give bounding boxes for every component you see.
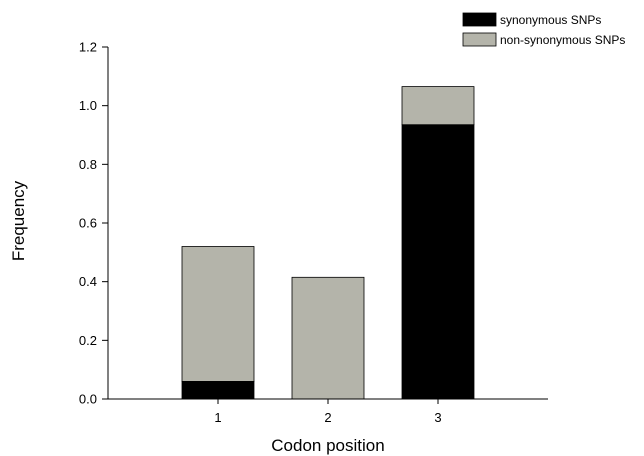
legend: synonymous SNPs non-synonymous SNPs — [462, 12, 625, 47]
bar-synonymous-pos-1 — [181, 380, 255, 400]
y-tick-label: 0.6 — [79, 216, 97, 231]
bar-synonymous-pos-3 — [401, 124, 475, 400]
y-tick-label: 1.2 — [79, 40, 97, 55]
bar-non-synonymous-pos-3 — [401, 86, 475, 126]
y-tick-label: 1.0 — [79, 98, 97, 113]
y-tick-label: 0.2 — [79, 333, 97, 348]
x-tick-label: 2 — [324, 410, 331, 425]
bar-non-synonymous-pos-2 — [291, 276, 365, 400]
bar-non-synonymous-pos-1 — [181, 246, 255, 382]
legend-swatch-non-synonymous — [462, 32, 497, 47]
legend-swatch-synonymous — [462, 12, 497, 27]
bars — [181, 86, 475, 400]
x-tick-label: 3 — [434, 410, 441, 425]
legend-label-non-synonymous: non-synonymous SNPs — [500, 33, 625, 47]
y-ticks: 0.0 0.2 0.4 0.6 0.8 1.0 1.2 — [79, 40, 108, 407]
legend-label-synonymous: synonymous SNPs — [500, 13, 601, 27]
x-tick-label: 1 — [214, 410, 221, 425]
y-axis-title: Frequency — [9, 180, 28, 261]
y-tick-label: 0.0 — [79, 392, 97, 407]
x-ticks: 1 2 3 — [214, 399, 442, 425]
y-tick-label: 0.4 — [79, 274, 97, 289]
y-tick-label: 0.8 — [79, 157, 97, 172]
x-axis-title: Codon position — [271, 436, 384, 455]
